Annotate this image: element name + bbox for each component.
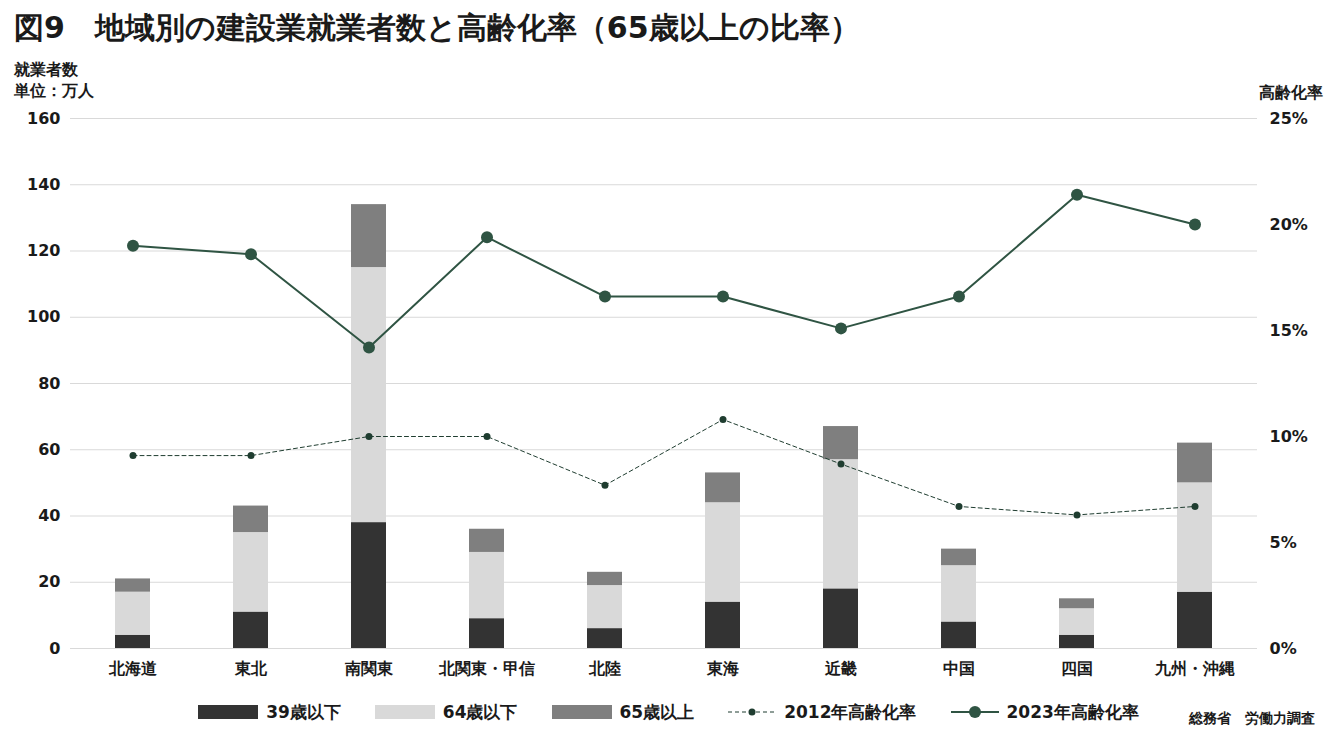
svg-text:20: 20 (38, 572, 60, 591)
html-text:65歳以上: 65歳以上 (619, 701, 695, 722)
svg-text:東海: 東海 (706, 659, 739, 678)
svg-text:120: 120 (27, 241, 60, 260)
html-text:総務省 労働力調査: 総務省 労働力調査 (1189, 710, 1315, 726)
svg-text:東北: 東北 (234, 659, 268, 678)
html-text:2023年高齢化率: 2023年高齢化率 (1006, 701, 1139, 722)
svg-text:20%: 20% (1270, 215, 1308, 234)
svg-text:中国: 中国 (943, 659, 975, 678)
svg-text:40: 40 (38, 506, 60, 525)
svg-text:近畿: 近畿 (824, 659, 857, 678)
svg-text:60: 60 (38, 440, 60, 459)
svg-text:160: 160 (27, 109, 60, 128)
html-text:64歳以下: 64歳以下 (442, 701, 518, 722)
svg-text:九州・沖縄: 九州・沖縄 (1154, 659, 1235, 678)
svg-text:25%: 25% (1270, 109, 1308, 128)
html-text:39歳以下: 39歳以下 (266, 701, 341, 722)
svg-text:0: 0 (49, 639, 60, 658)
svg-text:0%: 0% (1270, 639, 1297, 658)
svg-text:南関東: 南関東 (344, 659, 394, 678)
svg-text:北陸: 北陸 (588, 659, 621, 678)
html-text:高齢化率: 高齢化率 (1259, 83, 1323, 102)
svg-text:100: 100 (27, 307, 60, 326)
svg-text:北海道: 北海道 (108, 659, 158, 678)
svg-text:15%: 15% (1270, 321, 1308, 340)
svg-text:5%: 5% (1270, 533, 1297, 552)
html-text:単位：万人: 単位：万人 (14, 81, 94, 100)
svg-text:80: 80 (38, 374, 60, 393)
svg-text:140: 140 (27, 175, 60, 194)
html-text:就業者数: 就業者数 (14, 60, 78, 79)
html-text:2012年高齢化率: 2012年高齢化率 (784, 701, 917, 722)
svg-text:北関東・甲信: 北関東・甲信 (438, 659, 535, 678)
svg-text:10%: 10% (1270, 427, 1308, 446)
html-text:図9 地域別の建設業就業者数と高齢化率（65歳以上の比率）: 図9 地域別の建設業就業者数と高齢化率（65歳以上の比率） (14, 10, 860, 45)
svg-text:四国: 四国 (1061, 659, 1093, 678)
